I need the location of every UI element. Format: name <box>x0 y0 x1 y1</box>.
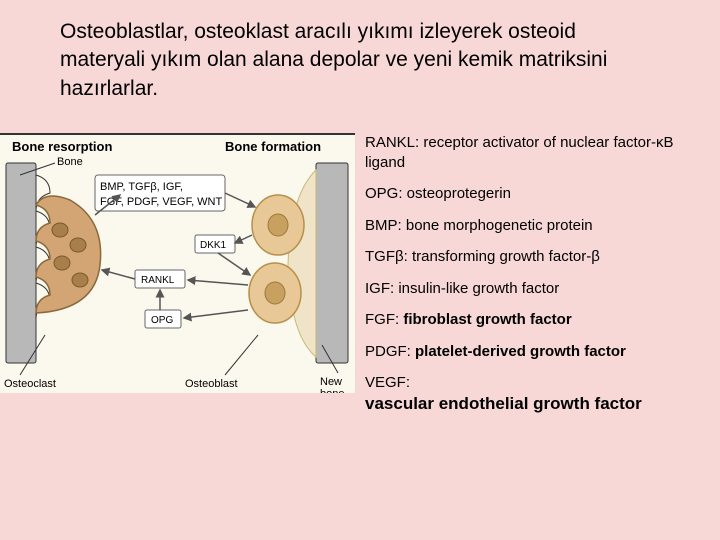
label-newbone-1: New <box>320 376 342 388</box>
glossary-abbr: PDGF: <box>365 343 411 360</box>
glossary-item: OPG: osteoprotegerin <box>365 184 685 204</box>
glossary-def: vascular endothelial growth factor <box>365 394 642 413</box>
diagram-column: Bone resorption Bone formation Bone <box>0 133 355 540</box>
glossary-column: RANKL: receptor activator of nuclear fac… <box>365 133 700 540</box>
glossary-def: insulin-like growth factor <box>394 280 559 297</box>
label-bone: Bone <box>57 156 83 168</box>
glossary-item: IGF: insulin-like growth factor <box>365 279 685 299</box>
box-opg: OPG <box>151 315 173 326</box>
glossary-item: VEGF: vascular endothelial growth factor <box>365 373 685 415</box>
header-area: Osteoblastlar, osteoklast aracılı yıkımı… <box>0 0 720 113</box>
glossary-item: FGF: fibroblast growth factor <box>365 310 685 330</box>
glossary-item: TGFβ: transforming growth factor-β <box>365 247 685 267</box>
glossary-item: RANKL: receptor activator of nuclear fac… <box>365 133 685 172</box>
diagram-title-right: Bone formation <box>225 139 321 154</box>
glossary-abbr: RANKL: <box>365 134 419 151</box>
glossary-abbr: VEGF: <box>365 374 410 391</box>
glossary-abbr: OPG: <box>365 185 403 202</box>
glossary-abbr: BMP: <box>365 217 402 234</box>
label-newbone-2: bone <box>320 388 344 393</box>
box-dkk1: DKK1 <box>200 240 227 251</box>
glossary-item: PDGF: platelet-derived growth factor <box>365 342 685 362</box>
diagram-title-left: Bone resorption <box>12 139 112 154</box>
diagram-svg: Bone resorption Bone formation Bone <box>0 135 355 393</box>
page-root: Osteoblastlar, osteoklast aracılı yıkımı… <box>0 0 720 540</box>
glossary-def: transforming growth factor-β <box>408 248 600 265</box>
label-osteoblast: Osteoblast <box>185 378 238 390</box>
glossary-abbr: TGFβ: <box>365 248 408 265</box>
main-paragraph: Osteoblastlar, osteoklast aracılı yıkımı… <box>60 18 660 103</box>
glossary-def: platelet-derived growth factor <box>411 343 626 360</box>
glossary-abbr: FGF: <box>365 311 399 328</box>
content-row: Bone resorption Bone formation Bone <box>0 113 720 540</box>
bone-diagram: Bone resorption Bone formation Bone <box>0 133 355 393</box>
glossary-abbr: IGF: <box>365 280 394 297</box>
box-factors-1: BMP, TGFβ, IGF, <box>100 181 183 193</box>
glossary-def: fibroblast growth factor <box>399 311 572 328</box>
box-rankl: RANKL <box>141 275 175 286</box>
glossary-def: osteoprotegerin <box>403 185 511 202</box>
glossary-def: bone morphogenetic protein <box>402 217 593 234</box>
box-factors-2: FGF, PDGF, VEGF, WNT <box>100 196 223 208</box>
label-osteoclast: Osteoclast <box>4 378 56 390</box>
glossary-item: BMP: bone morphogenetic protein <box>365 216 685 236</box>
